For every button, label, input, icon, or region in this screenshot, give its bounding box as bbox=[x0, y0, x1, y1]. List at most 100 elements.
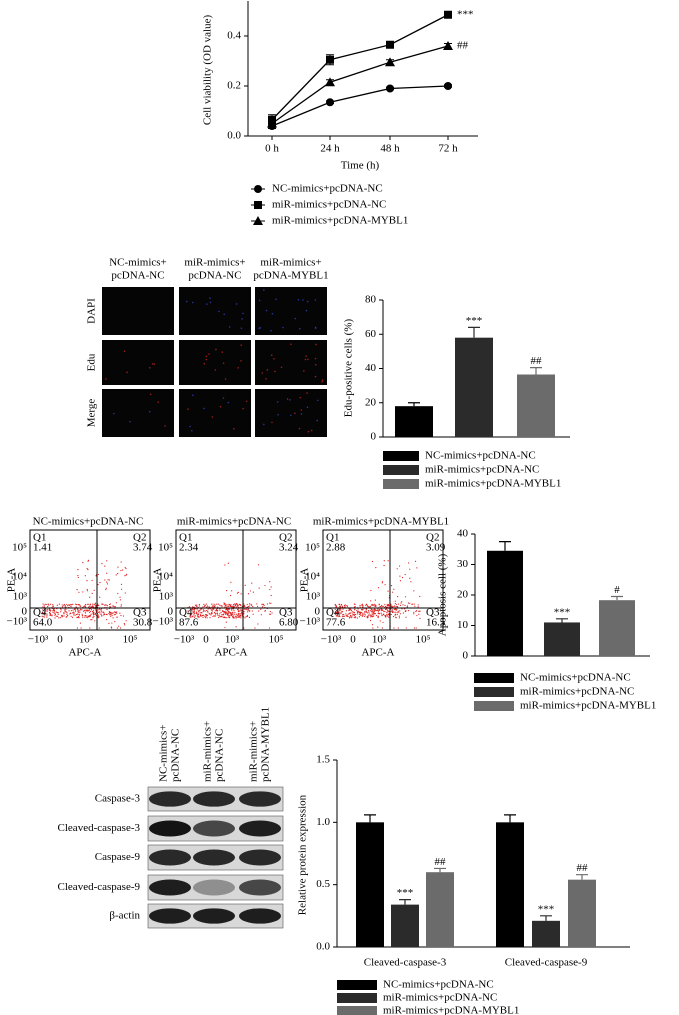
event-dot bbox=[338, 611, 340, 613]
event-dot bbox=[106, 572, 108, 574]
event-dot bbox=[101, 562, 103, 565]
quadrant-value: 87.6 bbox=[179, 617, 199, 629]
event-dot bbox=[61, 606, 64, 608]
legend-swatch bbox=[474, 687, 514, 697]
event-dot bbox=[334, 612, 336, 614]
event-dot bbox=[125, 620, 127, 622]
event-dot bbox=[245, 608, 247, 610]
event-dot bbox=[106, 608, 108, 611]
legend-label: miR-mimics+pcDNA-MYBL1 bbox=[425, 478, 561, 490]
event-dot bbox=[399, 604, 402, 606]
event-dot bbox=[66, 613, 68, 616]
cell-dot bbox=[148, 410, 151, 413]
event-dot bbox=[387, 615, 389, 617]
event-dot bbox=[401, 608, 403, 610]
cell-dot bbox=[270, 329, 272, 332]
event-dot bbox=[63, 609, 66, 611]
marker bbox=[444, 82, 452, 90]
event-dot bbox=[396, 606, 399, 608]
event-dot bbox=[377, 616, 379, 619]
event-dot bbox=[81, 613, 83, 615]
event-dot bbox=[206, 605, 209, 607]
significance: *** bbox=[457, 8, 474, 20]
event-dot bbox=[120, 583, 123, 585]
event-dot bbox=[399, 610, 401, 612]
blot-row-label: Caspase-3 bbox=[95, 793, 141, 805]
event-dot bbox=[346, 604, 348, 607]
event-dot bbox=[78, 611, 80, 613]
cell-dot bbox=[215, 348, 217, 351]
bar bbox=[599, 600, 635, 656]
event-dot bbox=[94, 614, 97, 616]
significance: *** bbox=[538, 903, 555, 915]
cell-dot bbox=[219, 405, 222, 408]
event-dot bbox=[335, 610, 337, 613]
event-dot bbox=[379, 609, 381, 611]
y-axis-label: PE-A bbox=[152, 568, 164, 593]
event-dot bbox=[217, 603, 219, 605]
event-dot bbox=[239, 603, 241, 606]
event-dot bbox=[252, 605, 254, 608]
event-dot bbox=[353, 606, 356, 608]
event-dot bbox=[371, 624, 374, 626]
event-dot bbox=[66, 612, 68, 614]
event-dot bbox=[42, 606, 44, 608]
event-dot bbox=[77, 604, 80, 606]
event-dot bbox=[240, 609, 242, 611]
cell-dot bbox=[263, 423, 265, 426]
event-dot bbox=[251, 610, 253, 612]
event-dot bbox=[65, 608, 67, 611]
event-dot bbox=[110, 606, 112, 608]
event-dot bbox=[204, 615, 206, 617]
x-tick-label: 0 bbox=[57, 634, 63, 646]
cell-dot bbox=[303, 370, 305, 372]
event-dot bbox=[390, 606, 392, 608]
event-dot bbox=[351, 617, 353, 619]
event-dot bbox=[335, 615, 337, 617]
event-dot bbox=[91, 619, 93, 621]
event-dot bbox=[380, 612, 382, 614]
legend-label: NC-mimics+pcDNA-NC bbox=[272, 183, 383, 195]
event-dot bbox=[76, 604, 78, 606]
event-dot bbox=[342, 611, 344, 613]
legend-label: miR-mimics+pcDNA-NC bbox=[520, 686, 634, 698]
event-dot bbox=[387, 611, 389, 613]
micrograph bbox=[179, 389, 251, 437]
event-dot bbox=[224, 611, 226, 614]
event-dot bbox=[191, 616, 193, 618]
event-dot bbox=[52, 605, 54, 608]
column-header: miR-mimics+ bbox=[260, 257, 321, 269]
cell-dot bbox=[265, 309, 268, 312]
series-line bbox=[271, 85, 449, 127]
significance: *** bbox=[466, 315, 483, 327]
event-dot bbox=[47, 603, 49, 605]
cell-dot bbox=[275, 298, 277, 301]
event-dot bbox=[230, 613, 233, 615]
cell-dot bbox=[149, 367, 151, 369]
blot-band bbox=[193, 791, 235, 807]
event-dot bbox=[120, 561, 122, 563]
event-dot bbox=[92, 605, 94, 608]
cell-dot bbox=[321, 379, 324, 382]
cell-dot bbox=[290, 414, 292, 417]
event-dot bbox=[70, 603, 72, 606]
event-dot bbox=[123, 622, 125, 625]
event-dot bbox=[381, 582, 383, 584]
micrograph bbox=[179, 287, 251, 335]
event-dot bbox=[229, 605, 232, 607]
event-dot bbox=[349, 608, 351, 610]
event-dot bbox=[42, 603, 44, 605]
event-dot bbox=[85, 609, 88, 611]
event-dot bbox=[64, 611, 66, 613]
event-dot bbox=[413, 590, 415, 592]
cell-dot bbox=[157, 401, 160, 403]
y-tick-label: 10⁵ bbox=[305, 542, 320, 554]
event-dot bbox=[348, 609, 350, 611]
cell-dot bbox=[271, 421, 273, 424]
y-tick-label: −10³ bbox=[299, 616, 320, 628]
event-dot bbox=[231, 605, 233, 608]
event-dot bbox=[54, 617, 56, 619]
event-dot bbox=[212, 605, 214, 607]
cell-dot bbox=[221, 351, 224, 353]
y-tick-label: 40 bbox=[365, 362, 377, 374]
